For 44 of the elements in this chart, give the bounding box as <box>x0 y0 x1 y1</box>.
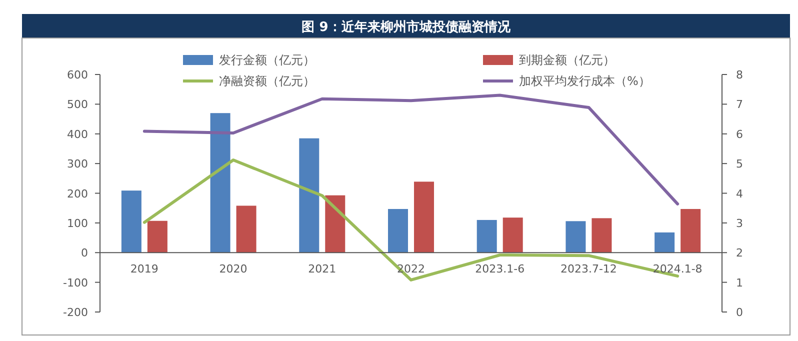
bar <box>592 218 612 253</box>
bar <box>210 113 230 253</box>
y2-tick-label: 5 <box>736 158 743 171</box>
bar <box>388 208 408 253</box>
y2-tick-label: 0 <box>736 306 743 319</box>
y2-tick-label: 3 <box>736 216 743 230</box>
bar <box>476 220 497 253</box>
y-tick-label: -200 <box>63 306 88 319</box>
bar <box>502 218 523 253</box>
y-tick-label: 100 <box>67 216 88 230</box>
bar <box>680 208 701 253</box>
x-tick-label: 2019 <box>130 262 158 276</box>
line-series <box>142 94 680 206</box>
y-tick-label: 500 <box>67 98 88 112</box>
x-tick-label: 2023.1-6 <box>475 262 525 276</box>
legend-label: 净融资额（亿元） <box>219 74 315 88</box>
bar <box>147 220 168 253</box>
y-tick-label: 400 <box>67 128 88 141</box>
chart-title: 图 9：近年来柳州市城投债融资情况 <box>302 19 512 35</box>
x-tick-label: 2020 <box>219 262 248 276</box>
y2-tick-label: 7 <box>736 98 743 112</box>
y2-tick-label: 6 <box>736 128 743 141</box>
bar <box>325 195 346 253</box>
y2-tick-label: 8 <box>736 68 743 82</box>
x-tick-label: 2024.1-8 <box>652 262 702 276</box>
y-tick-label: 300 <box>67 158 88 171</box>
y-tick-label: 0 <box>81 246 88 260</box>
y-tick-label: -100 <box>63 276 88 290</box>
y2-tick-label: 2 <box>736 246 743 260</box>
bar <box>121 190 142 253</box>
legend-label: 加权平均发行成本（%） <box>519 74 650 88</box>
legend-label: 发行金额（亿元） <box>219 53 315 67</box>
y-tick-label: 200 <box>67 187 88 200</box>
bar <box>566 221 586 253</box>
legend-label: 到期金额（亿元） <box>519 53 615 67</box>
x-tick-label: 2021 <box>308 262 336 276</box>
bar <box>654 232 675 253</box>
y-tick-label: 600 <box>67 68 88 82</box>
x-tick-label: 2023.7-12 <box>560 262 617 276</box>
bar <box>236 206 256 253</box>
y2-tick-label: 1 <box>736 276 743 290</box>
bar <box>299 138 320 253</box>
y2-tick-label: 4 <box>736 187 743 200</box>
bar <box>414 182 434 253</box>
